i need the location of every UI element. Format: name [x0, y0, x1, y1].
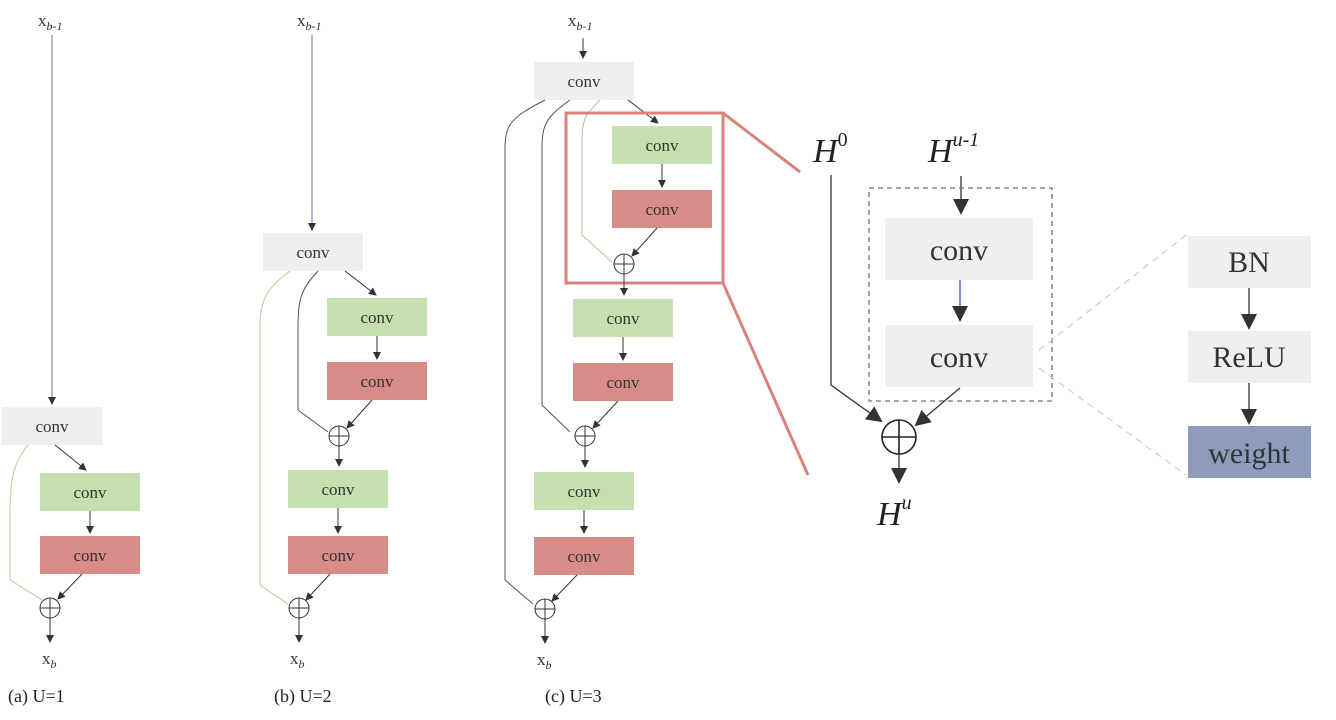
conv-box-c-red1: [612, 190, 712, 228]
caption-c: (c) U=3: [545, 686, 602, 707]
conv-text-b-top: conv: [296, 243, 330, 262]
conv-box-c-green2: [573, 299, 673, 337]
conv-box-c-red3: [534, 537, 634, 575]
conv-box-c-red2: [573, 363, 673, 401]
arrow-a-to-green: [54, 444, 87, 471]
skip-path-a: [9, 444, 43, 601]
detail-conv-box-1: [885, 218, 1033, 280]
bn-box: [1188, 236, 1311, 288]
conv-box-a-top: [2, 407, 102, 445]
zoom-line-bottom: [721, 282, 810, 476]
detail-view: H0 Hu-1 conv conv Hu: [812, 129, 1053, 533]
conv-box-b-red1: [327, 362, 427, 400]
weight-box: [1188, 426, 1311, 478]
layer-detail: BN ReLU weight: [1188, 236, 1311, 478]
skip-path-b-inner: [297, 270, 329, 433]
conv-text-a-red: conv: [73, 546, 107, 565]
detail-arrow-conv2-sum: [914, 387, 961, 427]
conv-text-c-green2: conv: [606, 309, 640, 328]
arrow-c-red2-sum2: [592, 400, 619, 429]
layer-connector-bottom: [1038, 367, 1187, 476]
skip-path-c-middle: [541, 99, 571, 433]
output-label-c: xb: [537, 650, 552, 672]
diagram-b: xb-1 conv conv conv conv conv xb (b) U=2: [259, 11, 427, 707]
skip-path-b-outer: [259, 270, 291, 605]
detail-conv-text-1: conv: [930, 234, 988, 267]
h0-label: H0: [812, 129, 848, 170]
detail-dashed-box: [868, 187, 1053, 402]
conv-text-b-red2: conv: [321, 546, 355, 565]
conv-text-c-green1: conv: [645, 136, 679, 155]
zoom-line-top: [722, 111, 801, 174]
detail-skip-path: [830, 175, 883, 423]
input-label-a: xb-1: [38, 11, 63, 33]
conv-text-c-top: conv: [567, 72, 601, 91]
skip-path-c-inner: [581, 99, 613, 263]
conv-text-c-red3: conv: [567, 547, 601, 566]
conv-text-c-red2: conv: [606, 373, 640, 392]
conv-text-a-top: conv: [35, 417, 69, 436]
conv-box-a-green: [40, 473, 140, 511]
detail-conv-box-2: [885, 325, 1033, 387]
layer-connector-top: [1038, 234, 1187, 351]
conv-box-b-green2: [288, 470, 388, 508]
input-label-b: xb-1: [297, 11, 322, 33]
highlight-box: [564, 111, 725, 285]
input-label-c: xb-1: [568, 11, 593, 33]
skip-path-c-outer: [504, 99, 546, 605]
detail-conv-text-2: conv: [930, 341, 988, 374]
diagram-c: xb-1 conv conv conv conv conv conv: [504, 11, 725, 707]
relu-text: ReLU: [1212, 341, 1286, 374]
hu1-label: Hu-1: [927, 129, 979, 170]
output-label-a: xb: [42, 649, 57, 671]
conv-text-b-green2: conv: [321, 480, 355, 499]
hu-label: Hu: [876, 492, 912, 533]
conv-box-c-top: [534, 62, 634, 100]
conv-text-b-green1: conv: [360, 308, 394, 327]
conv-box-c-green1: [612, 126, 712, 164]
output-label-b: xb: [290, 649, 305, 671]
relu-box: [1188, 331, 1311, 383]
caption-a: (a) U=1: [8, 686, 65, 707]
diagram-a: xb-1 conv conv conv xb (a) U=1: [2, 11, 140, 707]
conv-box-b-green1: [327, 298, 427, 336]
conv-text-c-green3: conv: [567, 482, 601, 501]
bn-text: BN: [1228, 246, 1270, 279]
conv-box-c-green3: [534, 472, 634, 510]
weight-text: weight: [1208, 437, 1290, 470]
arrow-c-red3-sum3: [551, 574, 578, 602]
conv-box-b-top: [263, 233, 363, 271]
conv-text-b-red1: conv: [360, 372, 394, 391]
caption-b: (b) U=2: [274, 686, 332, 707]
arrow-a-red-sum: [57, 573, 83, 600]
arrow-c-red1-sum1: [631, 227, 658, 257]
conv-text-c-red1: conv: [645, 200, 679, 219]
conv-text-a-green: conv: [73, 483, 107, 502]
conv-box-b-red2: [288, 536, 388, 574]
arrow-b-to-green1: [344, 270, 377, 296]
arrow-b-red1-sum1: [346, 399, 373, 429]
arrow-b-red2-sum2: [305, 573, 331, 601]
conv-box-a-red: [40, 536, 140, 574]
